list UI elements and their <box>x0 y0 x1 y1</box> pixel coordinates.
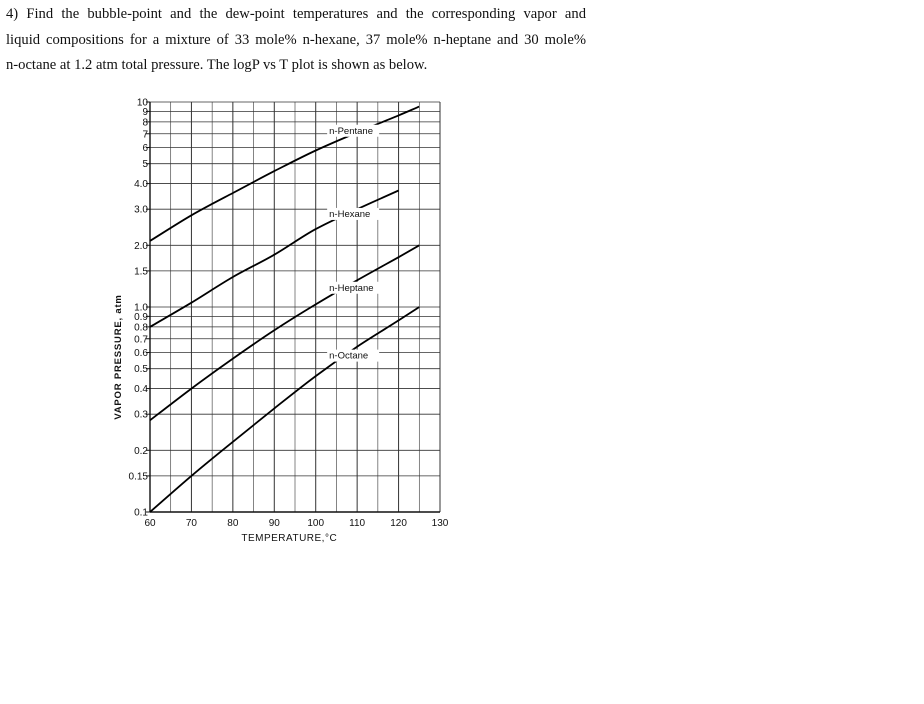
y-tick-label: 0.15 <box>129 471 149 482</box>
x-tick-label: 90 <box>269 518 281 529</box>
y-tick-label: 3.0 <box>134 205 148 216</box>
vapor-pressure-chart: 0.1 0.15 0.2 0.3 0.4 0.5 0.6 0.70.80.91.0 1.5 2.0… <box>113 98 449 545</box>
series-line-n-pentane <box>149 105 420 242</box>
y-tick-label: 0.1 <box>134 508 148 519</box>
y-tick-label: 4.0 <box>134 179 148 190</box>
problem-line: 4) Find the bubble-point and the dew-poi… <box>6 6 586 22</box>
y-tick-label: 8 <box>142 117 148 128</box>
y-tick-label: 0.5 <box>134 364 148 375</box>
series-label-bg <box>327 349 380 362</box>
series-label: n-Octane <box>329 351 368 362</box>
y-tick-label: 0.9 <box>134 312 148 323</box>
y-tick-label: 0.8 <box>134 322 148 333</box>
y-tick-label: 10 <box>137 98 149 109</box>
problem-line: liquid compositions for a mixture of 33 … <box>6 31 586 48</box>
y-tick-label: 0.2 <box>134 446 148 457</box>
x-tick-label: 60 <box>144 518 156 529</box>
x-tick-label: 110 <box>349 518 365 529</box>
y-tick-label: 6 <box>142 143 148 154</box>
x-tick-label: 120 <box>390 518 407 529</box>
y-tick-label: 5 <box>142 159 148 170</box>
y-tick-label: 7 <box>142 129 148 140</box>
series-label: n-Pentane <box>329 126 373 137</box>
series-line-n-heptane <box>149 244 420 422</box>
y-tick-label: 2.0 <box>134 241 148 252</box>
problem-line: n-octane at 1.2 atm total pressure. The … <box>6 57 428 73</box>
series-label-bg <box>327 207 380 220</box>
y-tick-label: 0.6 <box>134 348 148 359</box>
x-tick-label: 70 <box>186 518 198 529</box>
x-tick-label: 100 <box>307 518 324 529</box>
y-tick-label: 9 <box>142 107 148 118</box>
series-line-n-octane <box>149 306 420 513</box>
series-label: n-Hexane <box>329 209 370 220</box>
y-tick-label: 1.0 <box>134 303 148 314</box>
problem-statement: 4) Find the bubble-point and the dew-poi… <box>6 2 586 79</box>
y-tick-label: 0.4 <box>134 384 148 395</box>
y-axis-title: VAPOR PRESSURE, atm <box>113 294 124 419</box>
y-tick-label: 0.3 <box>134 410 148 421</box>
x-tick-label: 130 <box>432 518 449 529</box>
x-axis-title: TEMPERATURE,°C <box>241 533 337 544</box>
x-tick-label: 80 <box>227 518 239 529</box>
series-label-bg <box>327 124 380 137</box>
series-label-bg <box>327 281 380 294</box>
y-tick-label: 0.7 <box>134 334 148 345</box>
y-tick-label: 1.5 <box>134 266 148 277</box>
series-label: n-Heptane <box>329 283 373 294</box>
